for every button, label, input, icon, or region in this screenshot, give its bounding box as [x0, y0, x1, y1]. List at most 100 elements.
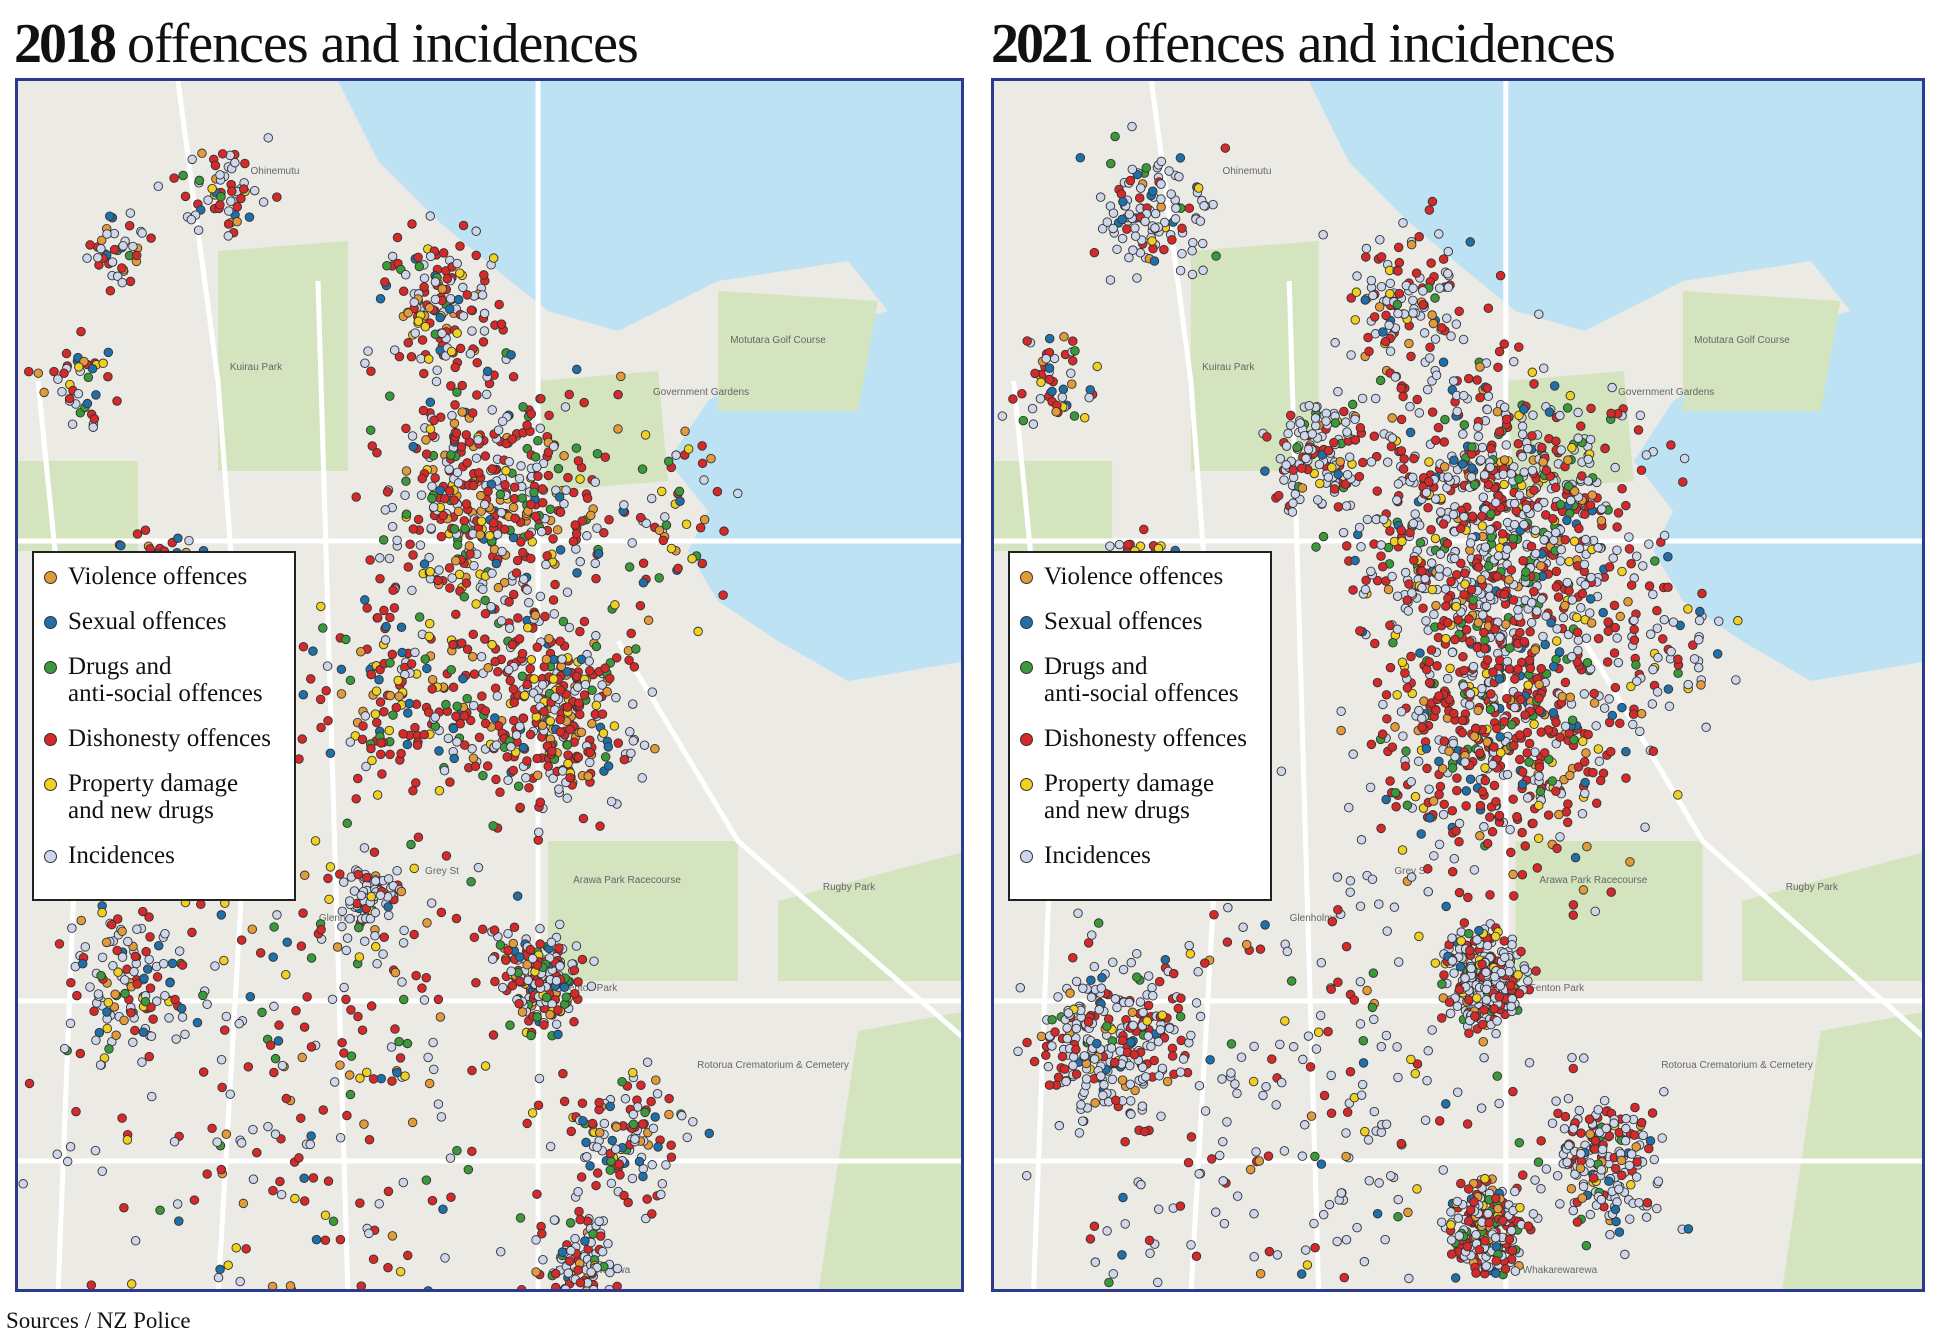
- incident-dot: [532, 960, 543, 970]
- incident-dot: [406, 839, 416, 850]
- incident-dot: [316, 924, 326, 935]
- incident-dot: [225, 1089, 235, 1099]
- incident-dot: [449, 753, 459, 764]
- incident-dot: [1368, 290, 1378, 301]
- incident-dot: [1462, 1241, 1473, 1252]
- incident-dot: [1148, 186, 1158, 196]
- incident-dot: [356, 646, 366, 657]
- incident-dot: [1532, 863, 1543, 873]
- incident-dot: [1516, 946, 1526, 957]
- incident-dot: [1110, 131, 1120, 142]
- incident-dot: [144, 912, 154, 922]
- incident-dot: [1437, 979, 1447, 989]
- incident-dot: [1427, 310, 1437, 320]
- incident-dot: [1591, 798, 1602, 808]
- incident-dot: [1448, 376, 1459, 386]
- incident-dot: [1442, 673, 1453, 684]
- incident-dot: [566, 1126, 577, 1137]
- incident-dot: [164, 1013, 174, 1023]
- incident-dot: [480, 718, 491, 729]
- incident-dot: [517, 1007, 528, 1017]
- incident-dot: [423, 707, 434, 718]
- incident-dot: [1444, 746, 1454, 756]
- incident-dot: [1567, 595, 1578, 605]
- incident-dot: [366, 669, 377, 680]
- incident-dot: [1421, 743, 1432, 754]
- incident-dot: [173, 533, 183, 543]
- incident-dot: [1536, 594, 1547, 604]
- incident-dot: [360, 936, 370, 947]
- incident-dot: [341, 994, 351, 1005]
- incident-dot: [628, 736, 639, 746]
- incident-dot: [479, 308, 490, 319]
- incident-dot: [1171, 203, 1181, 213]
- incident-dot: [427, 674, 438, 685]
- incident-dot: [530, 511, 541, 522]
- incident-dot: [478, 584, 488, 595]
- map-label: Rugby Park: [1786, 882, 1839, 893]
- incident-dot: [1454, 1231, 1465, 1241]
- incident-dot: [1459, 512, 1469, 522]
- incident-dot: [1437, 764, 1448, 774]
- incident-dot: [553, 1029, 563, 1040]
- incident-dot: [555, 919, 565, 930]
- incident-dot: [146, 1031, 157, 1041]
- incident-dot: [355, 1198, 365, 1208]
- incident-dot: [612, 1263, 623, 1274]
- incident-dot: [223, 1260, 233, 1270]
- incident-dot: [110, 989, 120, 999]
- incident-dot: [1406, 651, 1416, 662]
- incident-dot: [419, 368, 429, 379]
- incident-dot: [88, 422, 98, 432]
- incident-dot: [401, 509, 412, 519]
- incident-dot: [450, 362, 460, 373]
- park: [818, 1012, 961, 1289]
- incident-dot: [1573, 645, 1583, 656]
- incident-dot: [1385, 526, 1395, 536]
- incident-dot: [215, 170, 225, 180]
- park: [218, 241, 348, 471]
- incident-dot: [1631, 660, 1641, 670]
- incident-dot: [1528, 818, 1538, 829]
- incident-dot: [674, 486, 685, 497]
- incident-dot: [1499, 479, 1509, 490]
- incident-dot: [532, 462, 542, 472]
- incident-dot: [385, 749, 395, 760]
- incident-dot: [1504, 575, 1514, 585]
- incident-dot: [308, 646, 318, 656]
- incident-dot: [573, 1186, 583, 1197]
- incident-dot: [598, 728, 609, 738]
- incident-dot: [449, 524, 460, 534]
- incident-dot: [516, 537, 526, 547]
- incident-dot: [1481, 601, 1492, 612]
- incident-dot: [518, 574, 529, 584]
- incident-dot: [258, 197, 269, 207]
- incident-dot: [1449, 708, 1459, 719]
- incident-dot: [421, 1175, 432, 1185]
- incident-dot: [1474, 925, 1484, 936]
- incident-dot: [628, 699, 638, 709]
- incident-dot: [366, 1001, 377, 1011]
- incident-dot: [241, 1244, 251, 1254]
- incident-dot: [1406, 239, 1417, 250]
- incident-dot: [494, 299, 504, 310]
- incident-dot: [1498, 1215, 1508, 1226]
- incident-dot: [1464, 995, 1474, 1005]
- incident-dot: [575, 556, 585, 567]
- incident-dot: [24, 1078, 35, 1089]
- incident-dot: [526, 655, 537, 665]
- incident-dot: [285, 1281, 296, 1289]
- incident-dot: [446, 450, 456, 460]
- incident-dot: [383, 874, 394, 884]
- incident-dot: [545, 716, 556, 726]
- incident-dot: [1551, 566, 1562, 577]
- legend-item: Violence offences: [42, 563, 286, 590]
- incident-dot: [1449, 455, 1459, 465]
- incident-dot: [1382, 457, 1393, 467]
- incident-dot: [1472, 375, 1482, 385]
- incident-dot: [535, 423, 545, 434]
- incident-dot: [1528, 410, 1538, 420]
- incident-dot: [1523, 443, 1533, 454]
- incident-dot: [573, 1265, 583, 1275]
- incident-dot: [492, 691, 503, 701]
